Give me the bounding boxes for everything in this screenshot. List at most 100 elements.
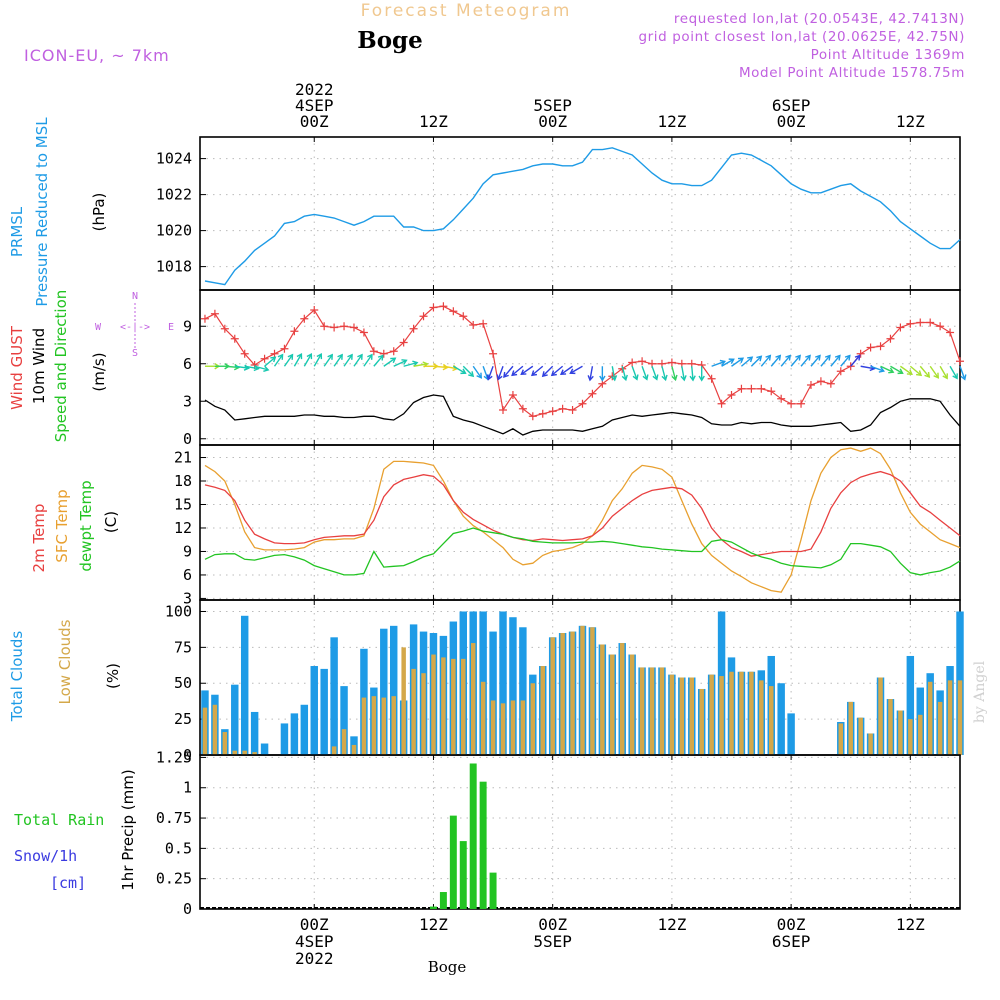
total-cloud-bar — [390, 625, 398, 755]
requested-coords: requested lon,lat (20.0543E, 42.7413N) — [674, 11, 965, 27]
wind-arrow-shaft — [333, 354, 343, 367]
low-cloud-bar — [331, 746, 337, 755]
y-tick-label: 3 — [183, 392, 192, 410]
wind-arrow-head — [530, 370, 538, 377]
wind-arrow-head — [468, 371, 475, 378]
gust-marker — [310, 306, 319, 314]
gust-marker — [638, 357, 647, 366]
low-cloud-bar — [242, 750, 247, 755]
wind-arrow-head — [486, 374, 493, 381]
wind-arrow-shaft — [472, 365, 482, 379]
wind-arrow-head — [511, 370, 518, 377]
low-cloud-bar — [341, 729, 347, 755]
meteogram-title: Forecast Meteogram — [361, 1, 572, 21]
gust-marker — [777, 394, 786, 403]
wind-arrow-shaft — [810, 355, 821, 367]
wind-arrow-head — [680, 375, 687, 382]
low-cloud-bar — [769, 686, 774, 755]
gust-marker — [946, 328, 955, 337]
wind-arrow-shaft — [462, 365, 474, 377]
wind-arrow-head — [642, 374, 649, 381]
gust-marker — [260, 354, 269, 363]
rain-bar — [459, 841, 467, 909]
low-cloud-bar — [918, 714, 923, 755]
top-time-label: 4SEP — [295, 96, 334, 115]
gust-marker — [916, 318, 925, 327]
top-time-label: 00Z — [777, 112, 806, 131]
y-tick-label: 1 — [183, 779, 192, 797]
wind-arrow-shaft — [570, 365, 583, 374]
wind-arrow-shaft — [353, 354, 363, 367]
wind-arrow-shaft — [560, 365, 573, 375]
wind-arrow-shaft — [452, 365, 466, 374]
gust-marker — [667, 358, 676, 367]
wind-speed-line — [204, 394, 961, 436]
gust-marker — [548, 407, 557, 416]
total-cloud-bar — [787, 713, 795, 755]
wind-arrow-shaft — [403, 361, 418, 367]
clouds-panel: 0 25 50 75 100 — [165, 599, 964, 764]
wind-arrow-head — [765, 354, 772, 361]
gust-marker — [707, 374, 716, 383]
rain-bar — [479, 781, 487, 909]
wind-arrow-shaft — [393, 359, 407, 367]
gust-marker — [936, 322, 945, 331]
compass-north: N — [132, 291, 138, 302]
wind-arrow-shaft — [244, 365, 259, 370]
top-time-label: 2022 — [295, 80, 334, 99]
grid-point-coords: grid point closest lon,lat (20.0625E, 42… — [638, 29, 965, 45]
low-cloud-bar — [610, 654, 615, 755]
total-clouds-label: Total Clouds — [8, 631, 26, 723]
y-tick-label: 50 — [174, 674, 192, 692]
wind-arrow-head — [756, 355, 763, 362]
wind-arrow-shaft — [373, 355, 384, 367]
wind-arrow-head — [520, 369, 527, 376]
wind-arrow-head — [916, 370, 923, 377]
gust-marker — [489, 349, 498, 358]
sfc-temp-line — [204, 447, 961, 593]
wind-arrow-head — [661, 374, 668, 382]
top-time-label: 12Z — [419, 112, 448, 131]
wind-arrow-head — [377, 354, 384, 361]
wind-arrow-shaft — [293, 353, 302, 367]
total-cloud-bar — [499, 611, 507, 755]
compass-south: S — [132, 348, 138, 359]
wind-arrow-head — [824, 354, 831, 361]
wind-arrow-head — [476, 372, 483, 379]
gust-marker — [806, 381, 815, 389]
wind-arrow-head — [933, 372, 939, 379]
gust-marker — [956, 357, 964, 366]
wind-arrow-head — [906, 369, 913, 376]
wind-arrow-shaft — [234, 365, 249, 369]
wind-arrow-shaft — [343, 354, 353, 367]
y-tick-label: 1.25 — [156, 748, 192, 766]
wind-arrow-shaft — [651, 366, 658, 380]
wind-arrow-shaft — [503, 365, 514, 378]
wind-arrow-head — [844, 354, 851, 361]
wind-arrow-head — [747, 356, 754, 363]
wind-arrow-head — [795, 354, 801, 361]
y-tick-label: 0.75 — [156, 809, 192, 827]
low-cloud-bar — [749, 671, 754, 755]
gust-marker — [389, 347, 398, 356]
wind-arrow-head — [277, 353, 284, 360]
low-cloud-bar — [729, 671, 734, 755]
dewpt-label: dewpt Temp — [77, 480, 95, 571]
wind-arrow-shaft — [880, 365, 894, 373]
low-cloud-bar — [470, 643, 476, 755]
rain-bar — [469, 763, 477, 909]
gust-marker — [330, 323, 339, 332]
wind-arrow-shaft — [487, 366, 494, 380]
wind-arrow-head — [834, 354, 841, 361]
gust-marker — [439, 302, 448, 311]
wind-arrow-shaft — [273, 354, 284, 367]
wind-arrow-shaft — [959, 366, 966, 380]
wind-arrow-head — [719, 359, 727, 366]
bottom-time-label: 00Z — [300, 915, 329, 934]
y-tick-label: 0.25 — [156, 870, 192, 888]
low-cloud-bar — [908, 719, 913, 755]
low-cloud-bar — [232, 750, 238, 755]
y-tick-label: 1024 — [156, 150, 192, 168]
wind-arrow-shaft — [780, 355, 791, 367]
